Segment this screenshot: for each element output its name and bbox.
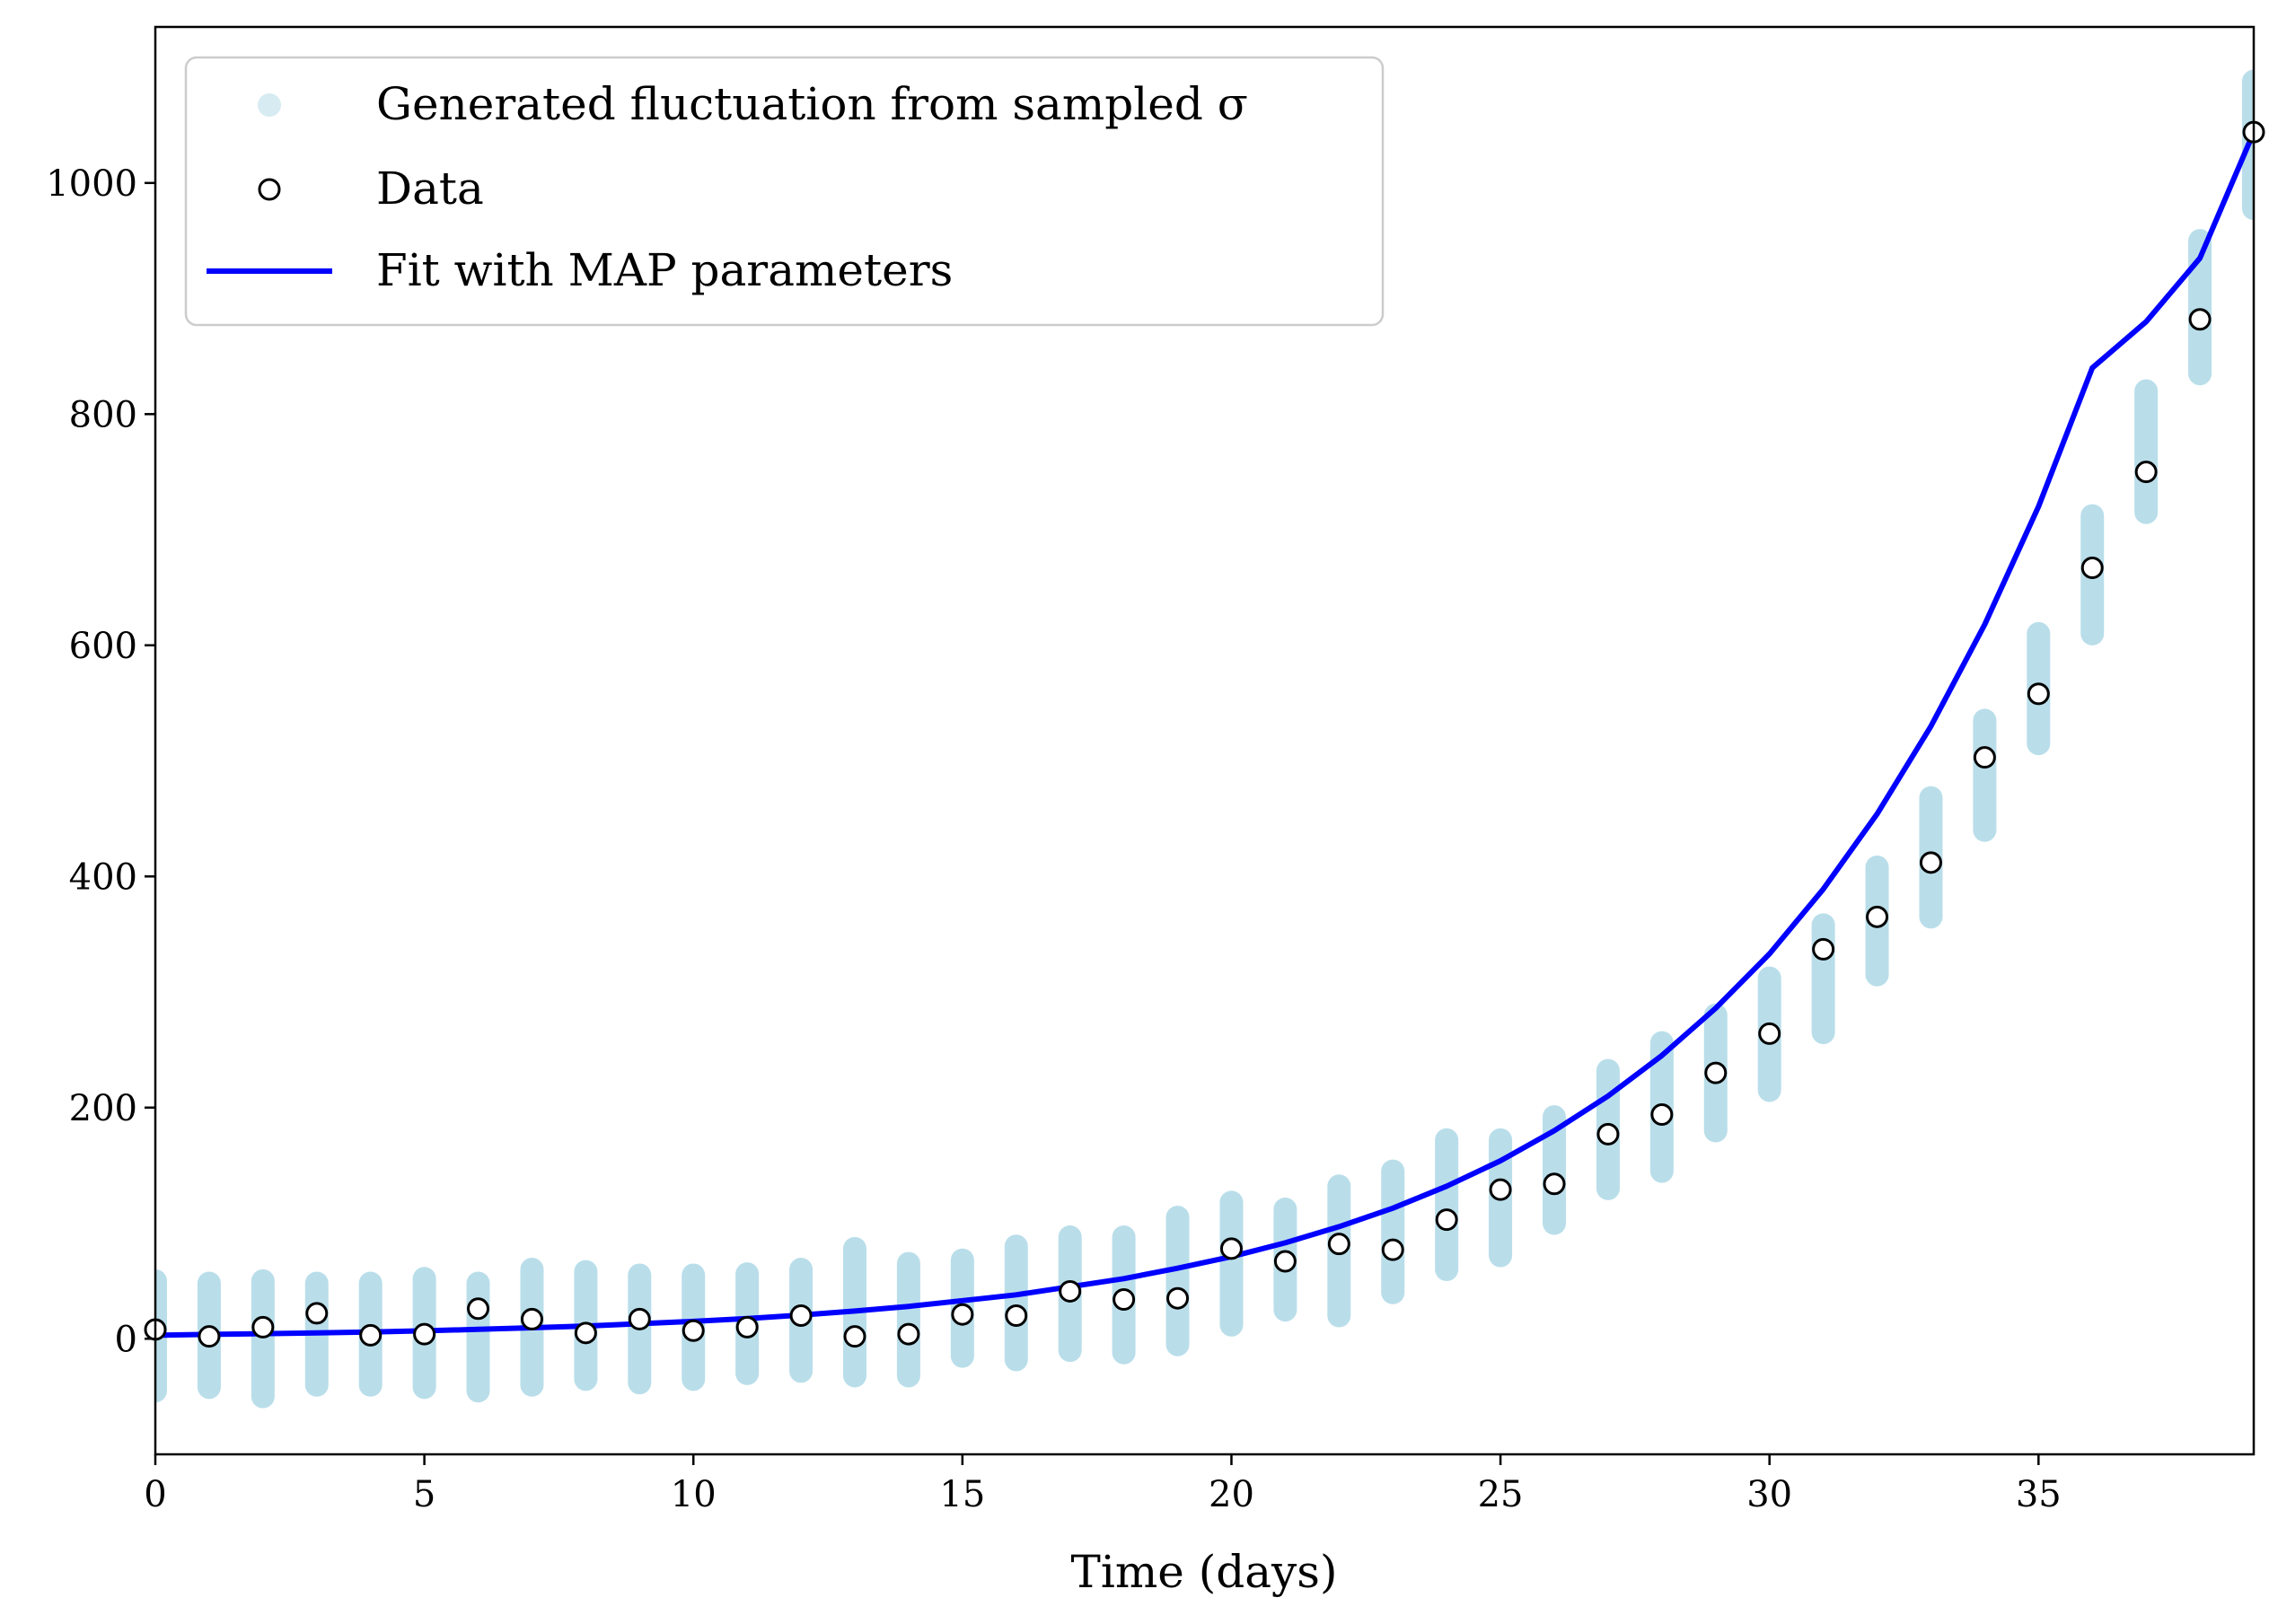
data-point [520, 1307, 543, 1330]
x-tick-label: 20 [1209, 1474, 1254, 1515]
data-point [1166, 1286, 1190, 1310]
fit-series-line [155, 131, 2254, 1339]
y-axis-ticks: 0 200 400 600 800 1000 [46, 163, 155, 1360]
data-point [359, 1323, 383, 1347]
y-tick-label: 200 [69, 1088, 137, 1129]
data-point [1327, 1233, 1350, 1256]
x-tick-label: 5 [413, 1474, 435, 1515]
data-point [1059, 1279, 1082, 1303]
data-point [1866, 905, 1889, 928]
data-point [735, 1315, 759, 1339]
x-tick-label: 15 [939, 1474, 985, 1515]
data-point [1005, 1304, 1028, 1328]
y-tick-label: 1000 [46, 163, 137, 205]
x-tick-label: 30 [1746, 1474, 1792, 1515]
plot-frame [154, 25, 2256, 1456]
data-point [1812, 937, 1835, 961]
legend-data-marker [258, 178, 281, 201]
data-point [1489, 1178, 1512, 1201]
data-point [1758, 1022, 1781, 1045]
data-point [305, 1302, 329, 1325]
data-point [897, 1322, 920, 1346]
data-point [198, 1325, 221, 1348]
data-point [2188, 308, 2212, 331]
x-tick-label: 0 [144, 1474, 166, 1515]
data-point [1543, 1172, 1566, 1196]
legend-fluctuation-marker [258, 93, 281, 117]
data-point [251, 1315, 275, 1339]
y-tick-label: 400 [69, 856, 137, 898]
x-tick-label: 10 [671, 1474, 717, 1515]
data-point [574, 1321, 597, 1345]
legend-data-label: Data [376, 162, 484, 215]
data-point [843, 1325, 866, 1348]
x-axis-ticks: 0 5 10 15 20 25 30 35 [144, 1454, 2062, 1515]
data-point [682, 1319, 705, 1342]
data-point [789, 1304, 813, 1328]
y-tick-label: 0 [115, 1319, 137, 1360]
data-point [413, 1322, 436, 1346]
x-tick-label: 25 [1478, 1474, 1524, 1515]
y-tick-label: 800 [69, 394, 137, 435]
data-layer [144, 120, 2265, 1348]
data-point [951, 1303, 974, 1326]
data-point [628, 1307, 651, 1330]
legend-fit-label: Fit with MAP parameters [376, 244, 953, 296]
data-point [1113, 1287, 1136, 1311]
data-point [1650, 1102, 1674, 1126]
data-point [1704, 1061, 1728, 1084]
data-point [1973, 746, 1996, 769]
y-tick-label: 600 [69, 626, 137, 667]
x-tick-label: 35 [2016, 1474, 2062, 1515]
data-point [1219, 1237, 1243, 1260]
data-point [467, 1297, 490, 1321]
data-point [1596, 1122, 1620, 1146]
data-point [1435, 1208, 1458, 1232]
data-point [1381, 1238, 1404, 1261]
data-point [1919, 851, 1942, 874]
data-point [2027, 682, 2050, 706]
legend: Generated fluctuation from sampled σ Dat… [184, 56, 1385, 327]
legend-fluctuation-label: Generated fluctuation from sampled σ [376, 78, 1248, 130]
data-point [2080, 557, 2104, 580]
data-point [1273, 1250, 1297, 1273]
x-axis-label: Time (days) [1071, 1546, 1338, 1598]
legend-box [184, 56, 1385, 327]
fit-layer [155, 131, 2254, 1339]
data-point [2134, 461, 2158, 484]
